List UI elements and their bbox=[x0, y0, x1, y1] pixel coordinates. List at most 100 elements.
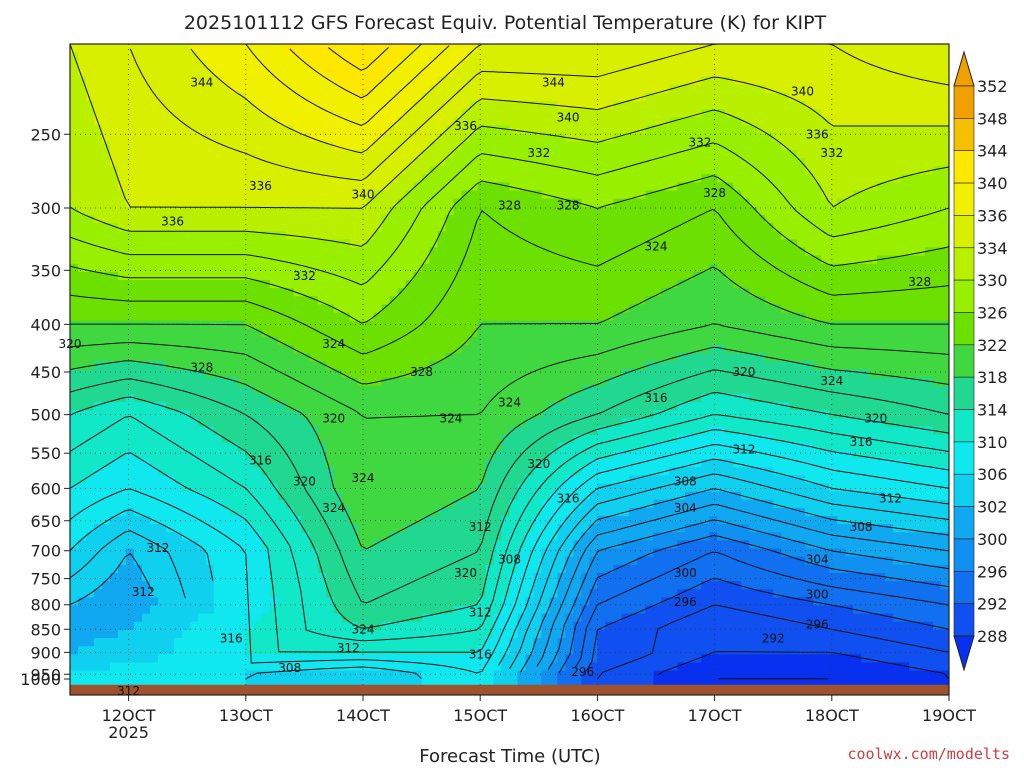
field-cell bbox=[261, 288, 271, 297]
field-cell bbox=[325, 190, 335, 200]
field-cell bbox=[565, 288, 575, 297]
field-cell bbox=[277, 304, 287, 314]
field-cell bbox=[877, 328, 886, 338]
field-cell bbox=[789, 44, 798, 53]
field-cell bbox=[781, 279, 790, 289]
field-cell bbox=[669, 52, 678, 61]
field-cell bbox=[70, 296, 79, 305]
field-cell bbox=[157, 328, 167, 338]
field-cell bbox=[557, 393, 567, 403]
field-cell bbox=[221, 174, 231, 183]
field-cell bbox=[509, 84, 519, 94]
field-cell bbox=[629, 255, 638, 265]
field-cell bbox=[933, 328, 942, 338]
field-cell bbox=[741, 198, 750, 208]
field-cell bbox=[605, 214, 614, 224]
field-cell bbox=[893, 263, 902, 273]
field-cell bbox=[421, 279, 431, 289]
field-cell bbox=[845, 149, 854, 159]
field-cell bbox=[157, 109, 167, 118]
field-cell bbox=[645, 279, 654, 289]
field-cell bbox=[597, 328, 606, 338]
field-cell bbox=[85, 133, 95, 143]
field-cell bbox=[701, 92, 710, 102]
field-cell bbox=[861, 353, 870, 362]
field-cell bbox=[709, 60, 718, 70]
field-cell bbox=[549, 60, 559, 70]
field-cell bbox=[181, 117, 191, 126]
field-cell bbox=[493, 109, 503, 118]
field-cell bbox=[285, 377, 295, 387]
field-cell bbox=[653, 279, 662, 289]
field-cell bbox=[293, 279, 303, 289]
field-cell bbox=[605, 369, 614, 379]
field-cell bbox=[293, 239, 303, 249]
field-cell bbox=[757, 296, 766, 305]
field-cell bbox=[261, 157, 271, 167]
field-cell bbox=[213, 223, 223, 232]
field-cell bbox=[285, 190, 295, 200]
field-cell bbox=[861, 271, 870, 281]
field-cell bbox=[645, 92, 654, 102]
field-cell bbox=[141, 100, 151, 110]
field-cell bbox=[301, 377, 311, 387]
field-cell bbox=[397, 320, 407, 330]
field-cell bbox=[685, 44, 694, 53]
field-cell bbox=[677, 328, 686, 338]
field-cell bbox=[277, 231, 287, 240]
field-cell bbox=[925, 255, 934, 265]
field-cell bbox=[629, 336, 638, 346]
field-cell bbox=[85, 100, 95, 110]
field-cell bbox=[509, 271, 519, 281]
field-cell bbox=[725, 328, 734, 338]
field-cell bbox=[605, 304, 614, 314]
field-cell bbox=[861, 133, 870, 143]
field-cell bbox=[197, 231, 207, 240]
field-cell bbox=[445, 117, 455, 126]
field-cell bbox=[461, 231, 471, 240]
field-cell bbox=[821, 190, 830, 200]
field-cell bbox=[613, 336, 622, 346]
field-cell bbox=[661, 402, 670, 411]
field-cell bbox=[869, 174, 878, 183]
field-cell bbox=[301, 157, 311, 167]
field-cell bbox=[701, 353, 710, 362]
field-cell bbox=[509, 393, 519, 403]
field-cell bbox=[477, 133, 487, 143]
field-cell bbox=[685, 223, 694, 232]
field-cell bbox=[525, 190, 535, 200]
field-cell bbox=[549, 271, 559, 281]
field-cell bbox=[301, 206, 311, 216]
field-cell bbox=[765, 385, 774, 395]
field-cell bbox=[109, 377, 119, 387]
field-cell bbox=[429, 92, 439, 102]
field-cell bbox=[693, 385, 702, 395]
field-cell bbox=[397, 361, 407, 371]
field-cell bbox=[405, 288, 415, 297]
field-cell bbox=[101, 247, 111, 257]
field-cell bbox=[349, 84, 359, 94]
field-cell bbox=[677, 393, 686, 403]
field-cell bbox=[421, 198, 431, 208]
field-cell bbox=[301, 402, 311, 411]
field-cell bbox=[365, 182, 375, 192]
field-cell bbox=[725, 182, 734, 192]
field-cell bbox=[277, 44, 287, 53]
field-cell bbox=[373, 271, 383, 281]
field-cell bbox=[221, 320, 231, 330]
field-cell bbox=[861, 263, 870, 273]
field-cell bbox=[229, 198, 239, 208]
field-cell bbox=[517, 336, 527, 346]
field-cell bbox=[909, 279, 918, 289]
field-cell bbox=[253, 166, 263, 175]
field-cell bbox=[685, 157, 694, 167]
field-cell bbox=[565, 84, 575, 94]
field-cell bbox=[301, 255, 311, 265]
field-cell bbox=[525, 206, 535, 216]
field-cell bbox=[629, 369, 638, 379]
field-cell bbox=[781, 328, 790, 338]
field-cell bbox=[893, 166, 902, 175]
field-cell bbox=[629, 117, 638, 126]
field-cell bbox=[773, 206, 782, 216]
field-cell bbox=[789, 198, 798, 208]
